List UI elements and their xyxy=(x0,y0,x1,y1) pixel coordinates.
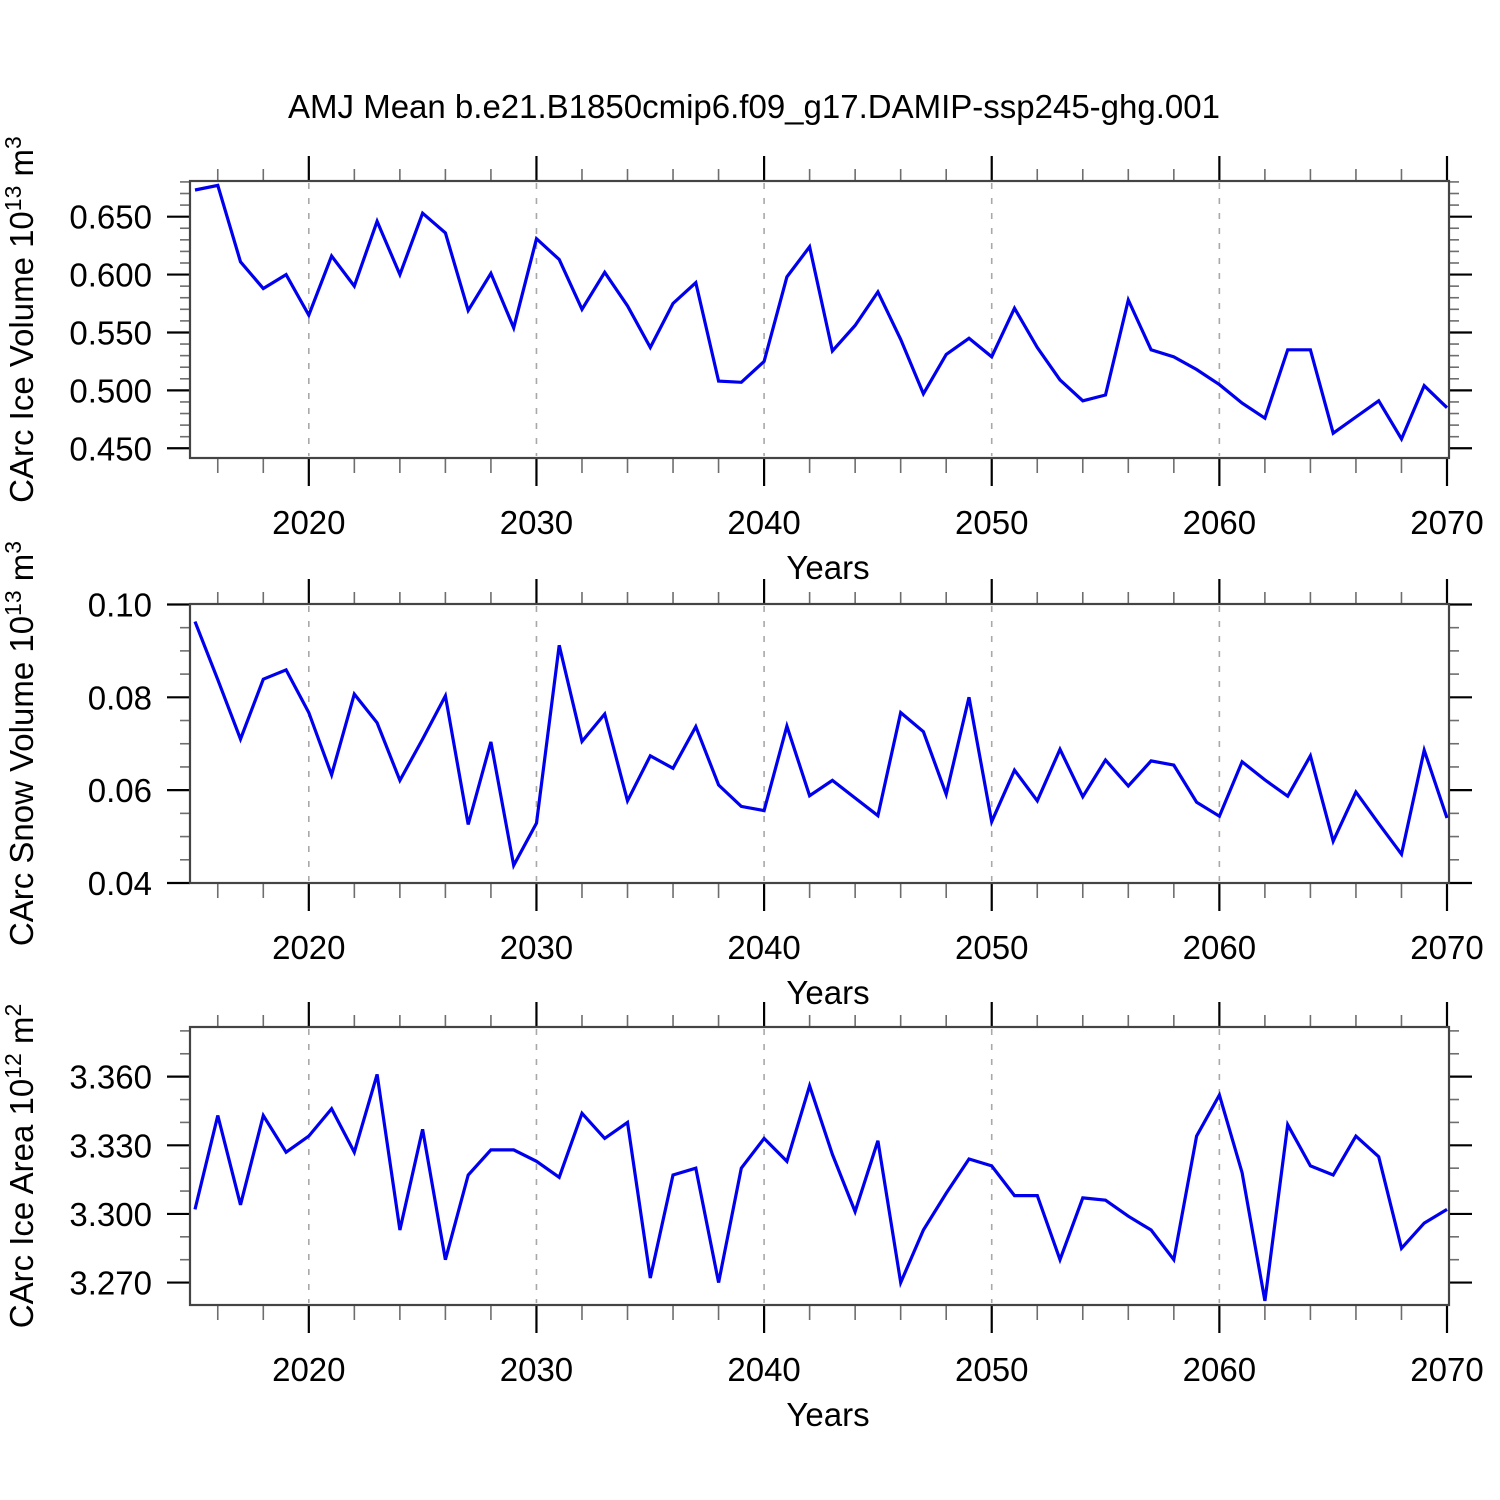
y-tick-label: 0.08 xyxy=(88,679,152,716)
y-axis-title-base: CArc Snow Volume 10 xyxy=(3,616,40,946)
y-axis-title-unit: m xyxy=(3,1017,40,1054)
y-axis-title-base: CArc Ice Area 10 xyxy=(3,1079,40,1328)
x-tick-label: 2050 xyxy=(955,929,1028,966)
y-tick-label: 3.300 xyxy=(69,1196,152,1233)
x-tick-label: 2060 xyxy=(1183,1351,1256,1388)
y-axis-title-exponent: 12 xyxy=(0,1053,26,1079)
plot-frame xyxy=(188,602,1451,885)
y-ticks xyxy=(167,1030,1472,1284)
y-tick-label: 3.360 xyxy=(69,1059,152,1096)
chart-snow-volume: 2020 2030 2040 2050 2060 2070 0.04 0.06 0.08 0.10… xyxy=(0,541,1484,1011)
x-tick-label: 2030 xyxy=(500,1351,573,1388)
x-gridlines xyxy=(308,606,1221,881)
figure-title: AMJ Mean b.e21.B1850cmip6.f09_g17.DAMIP-… xyxy=(288,88,1220,125)
y-tick-label: 3.270 xyxy=(69,1265,152,1302)
x-axis-title: Years xyxy=(786,974,869,1011)
chart-ice-area: 2020 2030 2040 2050 2060 2070 3.270 3.300 3.330 3… xyxy=(0,1002,1484,1433)
y-ticks xyxy=(167,603,1472,885)
chart-ice-volume: 2020 2030 2040 2050 2060 2070 0.450 0.500 0.550 0… xyxy=(0,136,1484,586)
y-tick-label: 0.500 xyxy=(69,372,152,409)
x-ticks xyxy=(216,156,1449,486)
x-tick-label: 2040 xyxy=(727,504,800,541)
y-tick-label: 0.10 xyxy=(88,586,152,623)
x-tick-label: 2070 xyxy=(1410,929,1483,966)
series-line-ice-area xyxy=(193,1073,1448,1302)
x-gridlines xyxy=(308,183,1221,456)
x-tick-label: 2060 xyxy=(1183,929,1256,966)
x-tick-label: 2040 xyxy=(727,1351,800,1388)
y-axis-title: CArc Ice Area 1012 m2 xyxy=(0,1004,40,1329)
x-tick-label: 2060 xyxy=(1183,504,1256,541)
y-axis-title-exponent: 13 xyxy=(0,186,26,212)
y-tick-label: 0.06 xyxy=(88,772,152,809)
y-axis-title-unit-exponent: 3 xyxy=(0,136,26,149)
plot-frame xyxy=(188,179,1451,460)
y-tick-label: 0.450 xyxy=(69,430,152,467)
y-ticks xyxy=(167,181,1472,450)
y-axis-title: CArc Snow Volume 1013 m3 xyxy=(0,541,40,946)
x-tick-label: 2020 xyxy=(272,504,345,541)
x-tick-label: 2070 xyxy=(1410,1351,1483,1388)
plot-frame xyxy=(188,1025,1451,1307)
y-axis-title-unit: m xyxy=(3,149,40,186)
charts-container: 2020 2030 2040 2050 2060 2070 0.450 0.500 0.550 0… xyxy=(0,136,1484,1433)
x-tick-label: 2040 xyxy=(727,929,800,966)
y-axis-title-exponent: 13 xyxy=(0,590,26,616)
x-tick-label: 2030 xyxy=(500,929,573,966)
x-tick-label: 2030 xyxy=(500,504,573,541)
y-tick-label: 0.600 xyxy=(69,257,152,294)
y-tick-label: 3.330 xyxy=(69,1127,152,1164)
x-axis-title: Years xyxy=(786,549,869,586)
x-tick-label: 2070 xyxy=(1410,504,1483,541)
x-tick-label: 2020 xyxy=(272,929,345,966)
y-axis-title-unit-exponent: 2 xyxy=(0,1004,26,1017)
y-tick-label: 0.04 xyxy=(88,865,152,902)
x-ticks xyxy=(216,1002,1449,1333)
y-axis-title-unit: m xyxy=(3,554,40,591)
series-line-ice-volume xyxy=(194,183,1449,443)
x-tick-label: 2020 xyxy=(272,1351,345,1388)
y-axis-title-unit-exponent: 3 xyxy=(0,541,26,554)
x-ticks xyxy=(216,579,1449,911)
series-line-snow-volume xyxy=(193,621,1449,871)
x-tick-label: 2050 xyxy=(955,1351,1028,1388)
y-tick-label: 0.650 xyxy=(69,199,152,236)
y-axis-title: CArc Ice Volume 1013 m3 xyxy=(0,136,40,503)
x-gridlines xyxy=(308,1029,1221,1303)
x-axis-title: Years xyxy=(786,1396,869,1433)
x-tick-label: 2050 xyxy=(955,504,1028,541)
y-tick-label: 0.550 xyxy=(69,314,152,351)
y-axis-title-base: CArc Ice Volume 10 xyxy=(3,211,40,503)
